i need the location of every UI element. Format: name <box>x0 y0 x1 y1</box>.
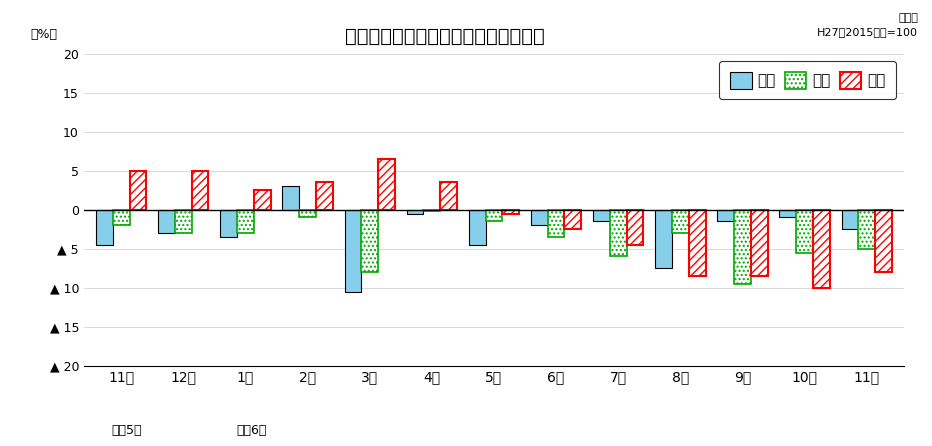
Bar <box>565 210 582 229</box>
Bar <box>440 182 457 210</box>
Text: 原指数
H27（2015）年=100: 原指数 H27（2015）年=100 <box>817 13 918 37</box>
Bar <box>362 210 378 272</box>
Bar <box>423 210 440 211</box>
Bar <box>734 210 751 284</box>
Bar <box>858 210 875 249</box>
Bar <box>316 182 333 210</box>
Bar <box>626 210 643 245</box>
Bar <box>158 210 175 233</box>
Bar <box>282 186 299 210</box>
Title: 生産・出荷・在庫の前年同月比の推移: 生産・出荷・在庫の前年同月比の推移 <box>345 27 544 46</box>
Legend: 生産, 出荷, 在庫: 生産, 出荷, 在庫 <box>720 61 897 99</box>
Bar <box>237 210 254 233</box>
Bar <box>672 210 689 233</box>
Bar <box>796 210 813 252</box>
Bar <box>345 210 362 292</box>
Bar <box>299 210 316 218</box>
Text: 令和6年: 令和6年 <box>236 425 267 438</box>
Text: 令和5年: 令和5年 <box>112 425 143 438</box>
Bar <box>486 210 502 221</box>
Bar <box>378 159 395 210</box>
Bar <box>130 171 146 210</box>
Bar <box>113 210 130 225</box>
Bar <box>875 210 892 272</box>
Bar <box>779 210 796 218</box>
Bar <box>96 210 113 245</box>
Bar <box>254 190 270 210</box>
Bar <box>175 210 192 233</box>
Bar <box>610 210 626 256</box>
Bar <box>689 210 706 276</box>
Bar <box>192 171 209 210</box>
Text: （%）: （%） <box>31 28 58 41</box>
Bar <box>502 210 519 214</box>
Bar <box>655 210 672 268</box>
Bar <box>718 210 734 221</box>
Bar <box>548 210 565 237</box>
Bar <box>531 210 548 225</box>
Bar <box>469 210 486 245</box>
Bar <box>406 210 423 214</box>
Bar <box>220 210 237 237</box>
Bar <box>751 210 768 276</box>
Bar <box>842 210 858 229</box>
Bar <box>593 210 610 221</box>
Bar <box>813 210 829 288</box>
